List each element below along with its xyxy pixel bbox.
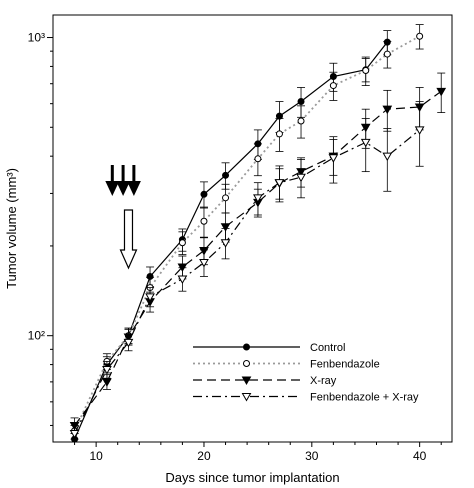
series-line [74,41,388,440]
treatment-arrows [105,165,141,270]
point-marker [275,130,283,138]
point-marker [274,179,285,188]
point-marker [243,360,250,367]
point-marker [436,87,447,97]
solid-arrow-head [126,181,141,196]
point-marker [222,171,230,179]
solid-arrow [126,165,141,196]
point-marker [241,376,252,386]
point-marker [253,194,263,203]
x-tick-label: 20 [197,449,211,463]
point-marker [254,155,262,163]
point-marker [362,67,370,75]
series-line [73,35,421,432]
point-marker [102,378,112,387]
series-line [74,90,442,426]
point-marker [297,98,305,106]
solid-arrow [116,165,131,196]
point-marker [360,138,371,148]
point-marker [222,194,230,202]
x-tick-label: 10 [89,449,103,463]
legend-label: Control [310,342,345,354]
point-marker [382,152,393,162]
point-marker [383,50,391,58]
point-marker [297,117,305,125]
y-axis-label: Tumor volume (mm³) [4,168,19,289]
point-marker [329,82,337,90]
point-marker [199,258,209,268]
point-marker [414,126,425,135]
point-marker [145,293,155,302]
series-line [74,129,420,434]
legend-label: Fenbendazole [310,359,380,371]
point-marker [200,217,208,225]
legend-entry: Fenbendazole [193,359,380,371]
axes: 10 20 30 40 10² 10³ [28,14,453,463]
point-marker [69,429,80,439]
point-marker [220,223,231,232]
y-tick-label: 10³ [28,31,45,45]
series-fenbendazole-x-ray [69,101,425,443]
legend: Control Fenbendazole X-ray Fenbendazole + X… [193,342,419,404]
point-marker [382,105,393,115]
series-control [70,30,392,443]
point-marker [200,190,208,198]
point-marker [220,239,231,248]
x-axis-label: Days since tumor implantation [165,470,339,485]
plot-frame [52,14,453,443]
legend-entry: Control [193,342,345,354]
open-arrow [119,209,138,270]
point-marker [328,154,339,163]
x-tick-label: 40 [413,449,427,463]
point-marker [296,173,306,183]
point-marker [123,338,134,348]
point-marker [416,32,424,40]
series-layer [69,24,447,443]
point-marker [241,393,252,402]
point-marker [178,239,186,247]
solid-arrow-head [105,181,120,196]
legend-label: Fenbendazole + X-ray [310,392,419,404]
point-marker [177,275,188,284]
y-tick-label: 10² [28,329,45,343]
legend-entry: Fenbendazole + X-ray [193,392,419,404]
point-marker [243,343,250,351]
point-marker [102,366,112,375]
legend-label: X-ray [310,375,337,387]
legend-entry: X-ray [193,375,337,387]
solid-arrow-head [116,181,131,196]
solid-arrow [105,165,120,196]
x-tick-label: 30 [305,449,319,463]
